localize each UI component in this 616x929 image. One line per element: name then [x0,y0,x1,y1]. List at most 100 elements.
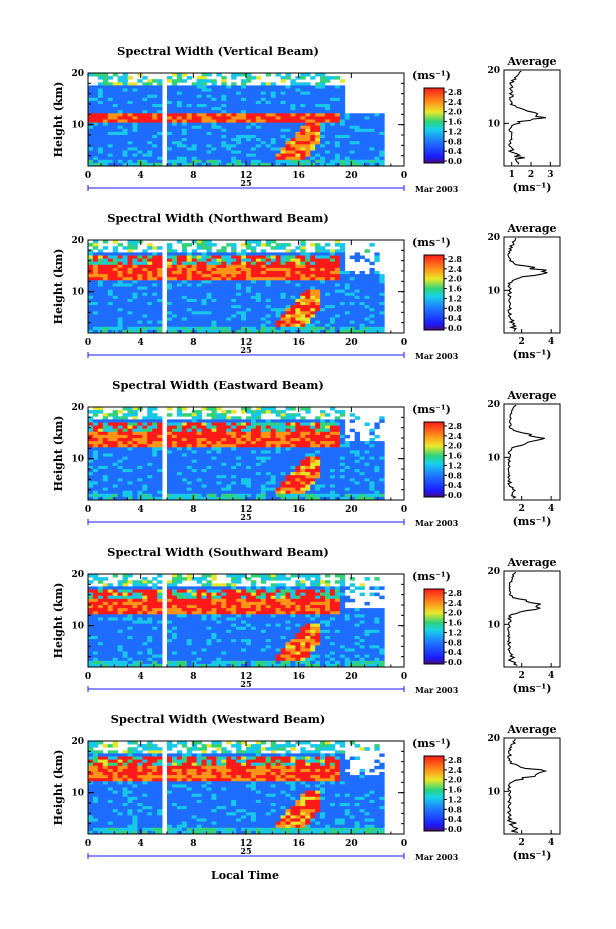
heatmap-cell [97,131,104,136]
heatmap-cell [305,125,311,130]
heatmap-cell [250,153,257,158]
heatmap-cell [379,447,385,451]
heatmap-cell [88,85,94,89]
heatmap-cell [196,240,202,244]
heatmap-cell [374,135,380,139]
heatmap-cell [231,82,237,86]
heatmap-cell [231,465,237,470]
heatmap-cell [211,264,217,269]
heatmap-cell [196,428,202,433]
heatmap-cell [325,113,331,117]
heatmap-cell [117,252,123,256]
heatmap-cell [152,162,158,167]
heatmap-cell [329,252,336,256]
heatmap-cell [147,320,153,325]
heatmap-cell [325,447,331,451]
heatmap-cell [137,496,143,501]
heatmap-cell [349,311,356,315]
heatmap-cell [236,450,242,454]
heatmap-cell [236,292,242,297]
heatmap-cell [344,472,351,476]
heatmap-cell [236,271,242,275]
heatmap-cell [320,277,326,281]
heatmap-cell [270,323,277,328]
heatmap-cell [201,128,207,133]
heatmap-cell [107,110,114,114]
heatmap-cell [117,243,123,247]
heatmap-cell [92,438,99,442]
heatmap-cell [334,422,341,426]
heatmap-cell [315,141,321,145]
heatmap-cell [157,302,163,306]
heatmap-cell [359,447,365,451]
heatmap-cell [97,496,104,501]
heatmap-cell [315,320,321,325]
heatmap-cell [147,280,153,284]
heatmap-cell [315,119,321,123]
heatmap-cell [250,116,257,120]
heatmap-cell [329,286,336,290]
heatmap-cell [181,413,188,417]
heatmap-cell [349,280,356,284]
heatmap-cell [250,428,257,433]
heatmap-cell [181,159,188,164]
heatmap-cell [364,323,370,328]
heatmap-cell [275,410,281,414]
heatmap-cell [255,277,262,281]
heatmap-cell [241,314,247,318]
heatmap-cell [325,295,331,300]
heatmap-cell [275,326,281,331]
heatmap-cell [97,153,104,158]
heatmap-cell [300,261,306,266]
heatmap-cell [275,162,281,167]
heatmap-cell [354,447,360,451]
heatmap-cell [339,162,346,167]
heatmap-cell [295,419,301,423]
heatmap-cell [329,462,336,467]
heatmap-cell [305,428,311,433]
heatmap-cell [216,249,222,253]
heatmap-cell [196,85,202,89]
heatmap-cell [142,128,148,133]
heatmap-cell [216,141,222,145]
heatmap-cell [285,162,291,167]
heatmap-cell [152,271,158,275]
heatmap-cell [305,271,311,275]
heatmap-cell [147,298,153,303]
heatmap-cell [339,428,346,433]
heatmap-cell [354,289,360,294]
heatmap-cell [300,246,306,250]
heatmap-cell [359,113,365,117]
heatmap-cell [260,125,267,130]
heatmap-cell [196,487,202,492]
heatmap-cell [137,465,143,470]
heatmap-cell [191,487,198,492]
heatmap-cell [275,252,281,256]
heatmap-cell [211,410,217,414]
heatmap-cell [275,481,281,485]
heatmap-cell [255,76,262,80]
heatmap-cell [329,131,336,136]
heatmap-cell [112,289,119,294]
heatmap-cell [152,156,158,161]
heatmap-cell [88,484,94,488]
heatmap-cell [241,104,247,108]
heatmap-cell [379,125,385,130]
heatmap-cell [260,298,267,303]
heatmap-cell [127,261,133,266]
heatmap-cell [191,323,198,328]
heatmap-cell [374,326,380,331]
heatmap-cell [88,410,94,414]
heatmap-cell [295,413,301,417]
heatmap-cell [157,465,163,470]
heatmap-cell [201,162,207,167]
heatmap-cell [211,456,217,461]
heatmap-cell [112,252,119,256]
heatmap-cell [334,156,341,161]
heatmap-cell [196,100,202,105]
heatmap-cell [295,459,301,464]
heatmap-cell [122,150,128,154]
heatmap-cell [305,292,311,297]
heatmap-cell [285,159,291,164]
heatmap-cell [157,453,163,457]
